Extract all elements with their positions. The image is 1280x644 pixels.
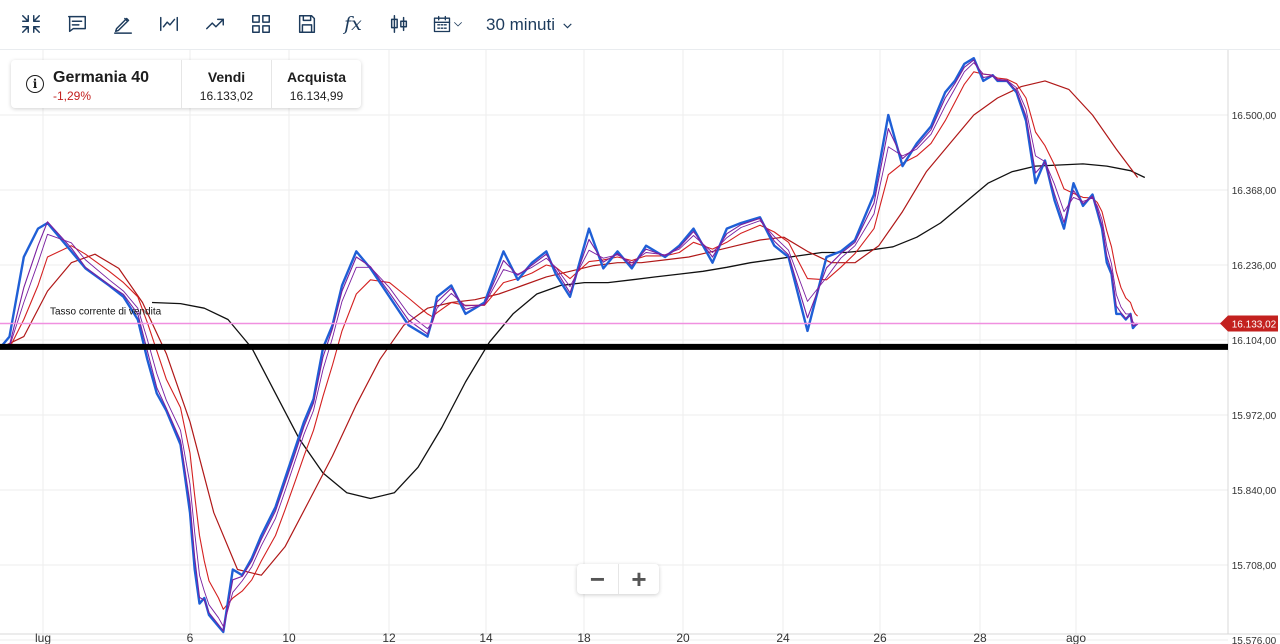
series-ma-fast [0,59,1138,632]
save-icon[interactable] [292,9,322,39]
instrument-change: -1,29% [53,89,92,103]
series-price [0,57,1139,634]
x-tick-label: 26 [873,631,887,644]
x-tick-label: 10 [282,631,296,644]
buy-label: Acquista [286,69,347,85]
pencil-icon[interactable] [108,9,138,39]
comment-icon[interactable] [62,9,92,39]
series-ma-slow_2 [0,80,1139,576]
instrument-name: Germania 40 [53,69,150,86]
current-price-tag: 16.133,02 [1220,315,1278,332]
y-tick-label: 16.236,00 [1232,261,1277,272]
price-tag-label: 16.133,02 [1232,320,1277,331]
y-tick-label: 16.500,00 [1232,111,1277,122]
calendar-icon [433,15,451,33]
y-tick-label: 15.708,00 [1232,561,1277,572]
chart-area[interactable]: Tasso corrente di vendita 16.133,02 15.57… [0,50,1280,644]
series-ma-medium [0,62,1138,627]
chevron-down-icon [563,22,572,29]
info-icon[interactable]: i [26,75,44,93]
series-layer [0,57,1146,634]
series-ma-slow_1 [0,71,1138,610]
zoom-in-button[interactable]: + [618,564,659,594]
timeframe-dropdown[interactable]: 30 minuti [486,13,574,37]
x-tick-label: 6 [187,631,194,644]
grid [0,50,1280,641]
y-tick-label: 16.368,00 [1232,186,1277,197]
chevron-down-icon [454,22,462,27]
y-tick-label: 15.840,00 [1232,486,1277,497]
y-tick-label: 16.104,00 [1232,336,1277,347]
calendar-dropdown[interactable] [428,9,468,39]
axis-layer: 16.133,02 15.576,00 15.708,00 15.840,00 15.9… [35,111,1278,644]
instrument-info: i Germania 40 -1,29% [11,60,181,108]
current-price-line-label: Tasso corrente di vendita [50,307,162,318]
collapse-icon[interactable] [16,9,46,39]
series-ma-long [151,163,1146,500]
x-tick-label: 12 [382,631,396,644]
price-chart[interactable]: Tasso corrente di vendita 16.133,02 15.57… [0,50,1280,644]
x-tick-label: 24 [776,631,790,644]
x-tick-label: 28 [973,631,987,644]
zoom-controls: − + [577,564,659,594]
sell-button[interactable]: Vendi 16.133,02 [181,60,271,108]
candlestick-icon[interactable] [384,9,414,39]
x-tick-label: 18 [577,631,591,644]
timeframe-label: 30 minuti [486,15,555,34]
x-tick-label: 20 [676,631,690,644]
x-tick-label: lug [35,631,51,644]
sell-label: Vendi [207,69,246,85]
price-tag-shape [1220,315,1278,332]
toolbar: fx 30 minuti [0,0,1280,50]
overlay-layer: Tasso corrente di vendita [0,307,1228,350]
fx-label: fx [344,13,362,35]
trend-icon[interactable] [200,9,230,39]
sell-price: 16.133,02 [199,89,254,103]
buy-button[interactable]: Acquista 16.134,99 [271,60,361,108]
y-tick-label: 15.576,00 [1232,636,1277,644]
buy-price: 16.134,99 [289,89,344,103]
y-tick-label: 15.972,00 [1232,411,1277,422]
function-icon[interactable]: fx [338,9,368,39]
instrument-panel: i Germania 40 -1,29% Vendi 16.133,02 Acq… [11,60,361,108]
indicator-icon[interactable] [154,9,184,39]
zoom-out-button[interactable]: − [589,563,606,594]
x-tick-label: 14 [479,631,493,644]
layout-grid-icon[interactable] [246,9,276,39]
x-tick-label: ago [1066,631,1086,644]
